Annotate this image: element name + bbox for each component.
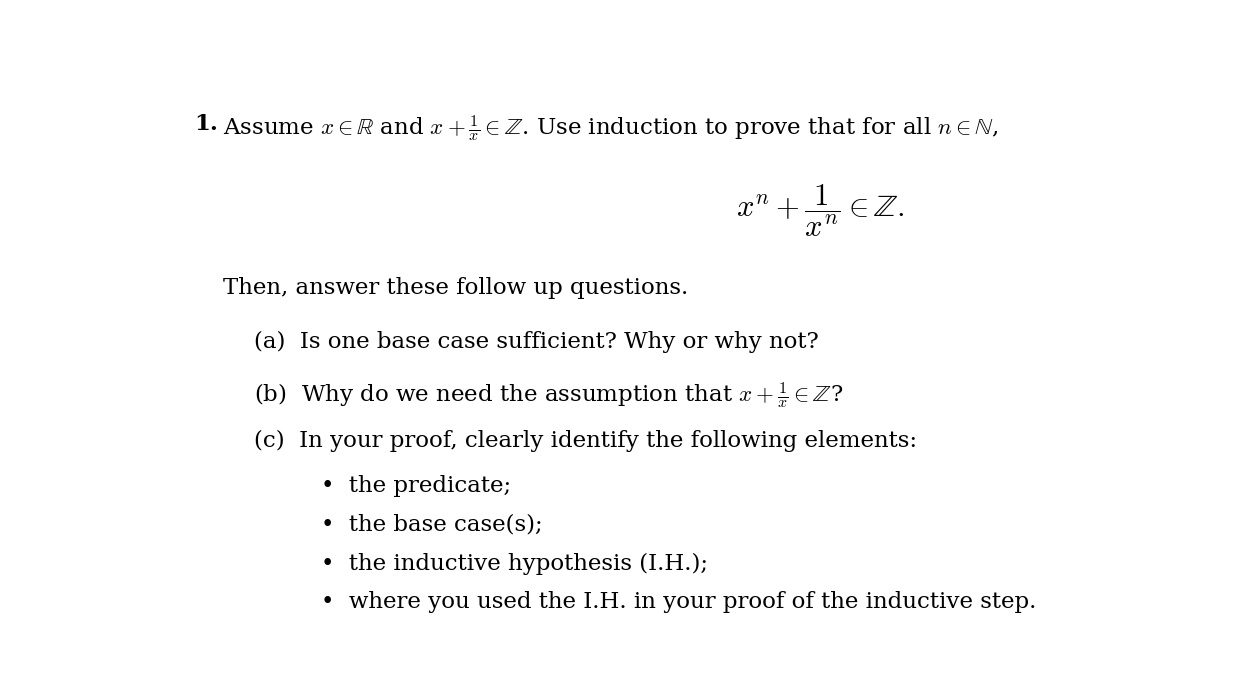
Text: •  the predicate;: • the predicate;	[320, 475, 511, 497]
Text: •  where you used the I.H. in your proof of the inductive step.: • where you used the I.H. in your proof …	[320, 591, 1036, 613]
Text: (b)  Why do we need the assumption that $x + \frac{1}{x} \in \mathbb{Z}$?: (b) Why do we need the assumption that $…	[255, 380, 844, 410]
Text: 1.: 1.	[193, 113, 217, 135]
Text: •  the base case(s);: • the base case(s);	[320, 514, 543, 536]
Text: Then, answer these follow up questions.: Then, answer these follow up questions.	[224, 277, 688, 299]
Text: (a)  Is one base case sufficient? Why or why not?: (a) Is one base case sufficient? Why or …	[255, 331, 819, 353]
Text: •  the inductive hypothesis (I.H.);: • the inductive hypothesis (I.H.);	[320, 552, 707, 574]
Text: $x^n + \dfrac{1}{x^n} \in \mathbb{Z}.$: $x^n + \dfrac{1}{x^n} \in \mathbb{Z}.$	[736, 183, 906, 239]
Text: (c)  In your proof, clearly identify the following elements:: (c) In your proof, clearly identify the …	[255, 430, 917, 452]
Text: Assume $x \in \mathbb{R}$ and $x + \frac{1}{x} \in \mathbb{Z}$. Use induction to: Assume $x \in \mathbb{R}$ and $x + \frac…	[193, 113, 999, 143]
